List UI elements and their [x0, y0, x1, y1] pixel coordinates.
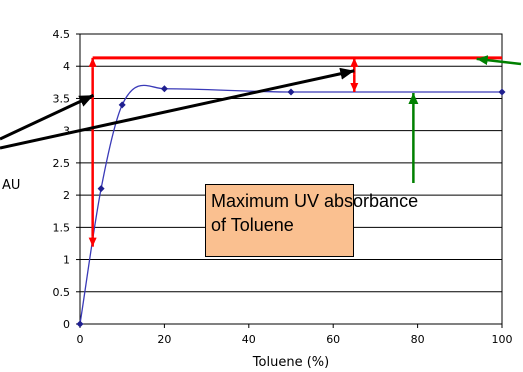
- data-point-marker: [118, 101, 126, 109]
- green-arrow-reference: [476, 55, 522, 66]
- x-tick-label: 100: [492, 333, 513, 346]
- data-point-marker: [97, 185, 105, 193]
- data-point-marker: [498, 88, 506, 96]
- black-arrow-short: [0, 93, 95, 141]
- series-line: [79, 84, 502, 325]
- data-point-marker: [287, 88, 295, 96]
- series-layer: [76, 84, 506, 328]
- y-tick-label: 4: [63, 60, 70, 73]
- y-tick-label: 1: [63, 254, 70, 267]
- data-point-marker: [76, 320, 84, 328]
- data-point-marker: [160, 85, 168, 93]
- plot-area-frame: [79, 33, 503, 325]
- y-tick-label: 3.5: [53, 92, 71, 105]
- x-tick-label: 60: [326, 333, 340, 346]
- x-axis-label: Toluene (%): [252, 355, 329, 370]
- x-tick-label: 0: [77, 333, 84, 346]
- callout-line-2: of Toluene: [211, 215, 294, 235]
- y-tick-label: 2.5: [53, 157, 71, 170]
- y-tick-label: 0: [63, 318, 70, 331]
- annotation-layer: [0, 55, 522, 247]
- y-tick-label: 1.5: [53, 221, 71, 234]
- black-arrow-long: [0, 67, 355, 150]
- y-axis-label: AU: [2, 178, 20, 193]
- y-tick-label: 3: [63, 125, 70, 138]
- x-tick-label: 20: [157, 333, 171, 346]
- callout-box: Maximum UV absorbance of Toluene: [205, 184, 419, 257]
- y-tick-label: 2: [63, 189, 70, 202]
- y-tick-label: 0.5: [53, 286, 71, 299]
- x-tick-label: 40: [242, 333, 256, 346]
- x-axis-ticks: 0 20 40 60 80 100: [77, 324, 513, 346]
- x-tick-label: 80: [411, 333, 425, 346]
- callout-line-1: Maximum UV absorbance: [211, 191, 419, 211]
- y-tick-label: 4.5: [53, 28, 71, 41]
- y-axis-ticks: 0 0.5 1 1.5 2 2.5 3 3.5 4 4.5: [53, 28, 80, 331]
